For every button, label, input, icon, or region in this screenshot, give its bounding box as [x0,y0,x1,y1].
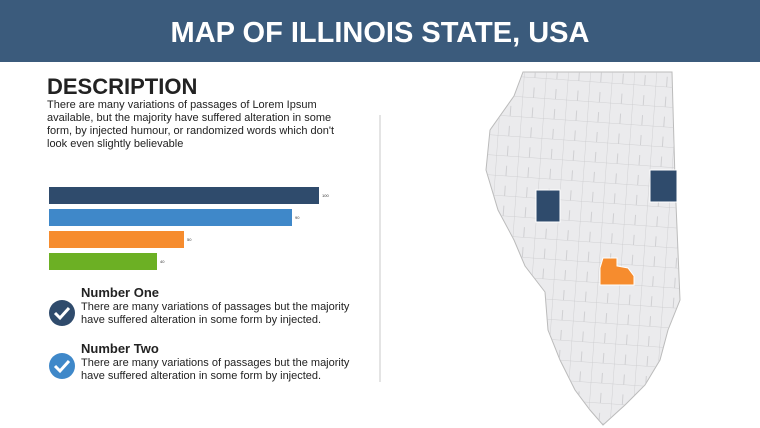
value-label: 50 [187,237,192,242]
bar [49,209,292,226]
check-icon [49,353,75,379]
check-icon [49,300,75,326]
bar [49,253,157,270]
item-title: Number Two [81,341,159,356]
item-text: There are many variations of passages bu… [81,357,350,382]
bar [49,231,184,248]
value-label: 90 [295,215,300,220]
value-label: 100 [322,193,329,198]
illinois-map [485,71,681,426]
description-text: There are many variations of passages of… [47,99,335,150]
description-heading: DESCRIPTION [47,74,198,99]
header-title: MAP OF ILLINOIS STATE, USA [0,0,760,62]
item-text: There are many variations of passages bu… [81,301,350,326]
item-title: Number One [81,285,160,300]
bar [49,187,319,204]
value-label: 40 [160,259,165,264]
